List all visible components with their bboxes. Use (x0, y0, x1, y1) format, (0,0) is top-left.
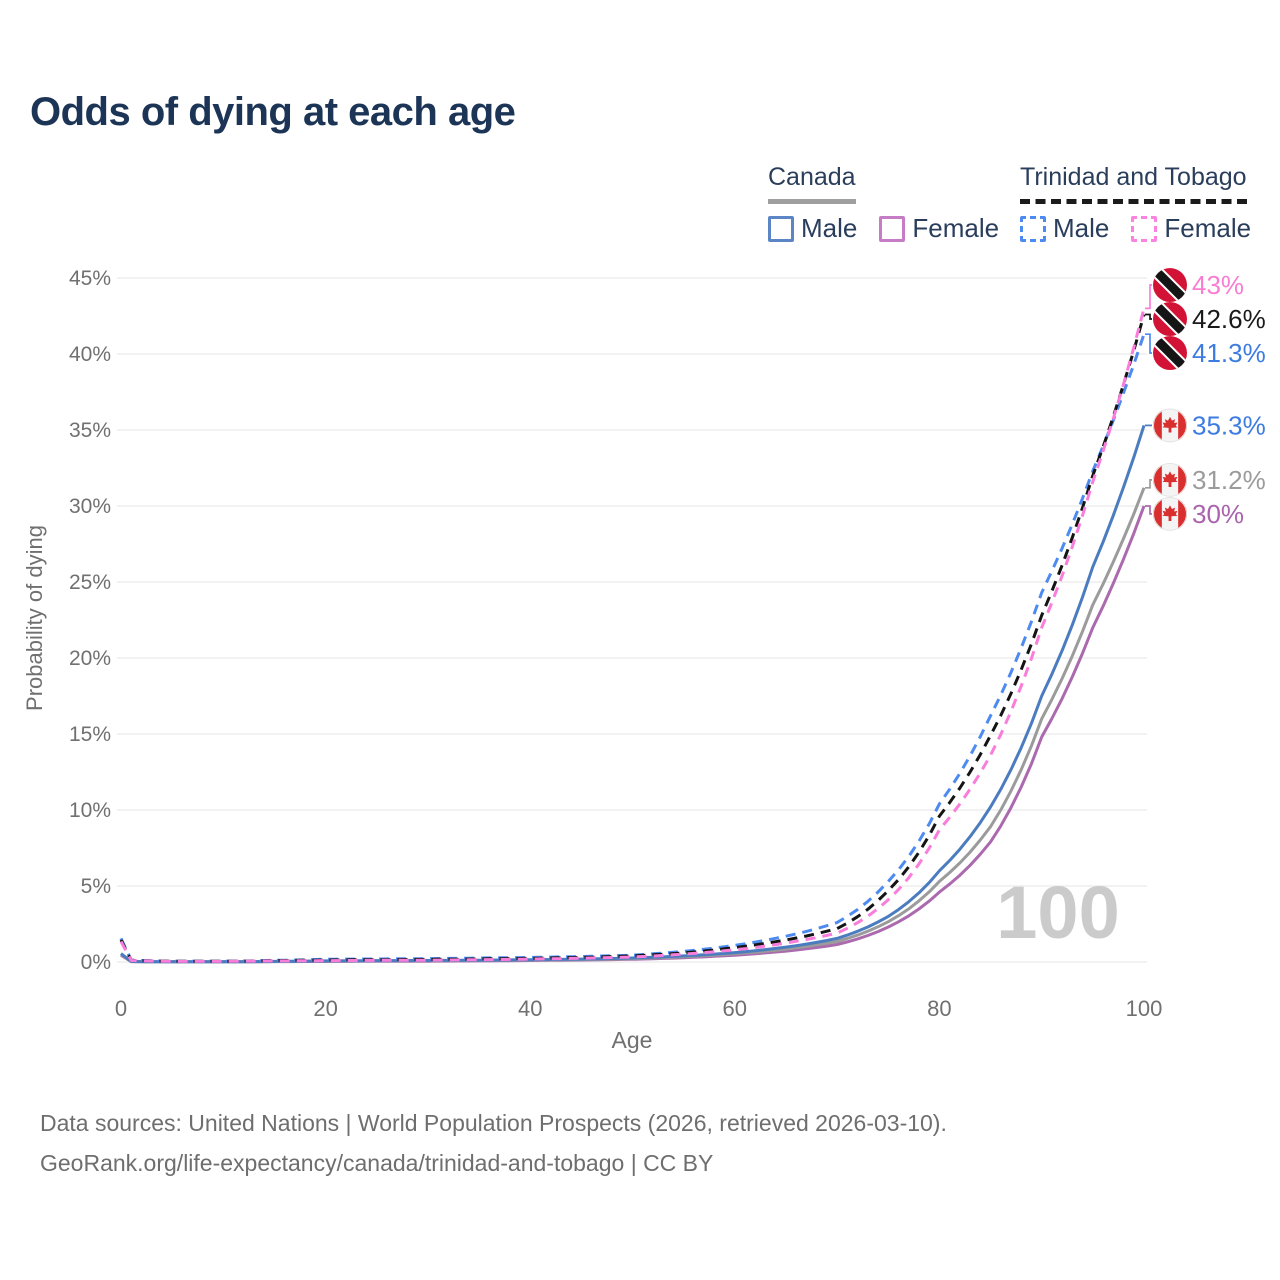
footer-source-line: Data sources: United Nations | World Pop… (40, 1110, 947, 1136)
legend-group-trinidad-and-tobago: Trinidad and Tobago Male Female (1020, 163, 1273, 244)
canada-flag-icon (1153, 462, 1187, 497)
x-tick-label: 100 (1126, 996, 1163, 1021)
y-axis-title: Probability of dying (22, 525, 47, 711)
y-tick-label: 20% (69, 647, 111, 670)
legend-label-tt-male: Male (1053, 213, 1110, 243)
y-tick-label: 25% (69, 571, 111, 594)
y-tick-label: 5% (81, 875, 111, 898)
legend-group-canada: Canada Male Female (768, 163, 1021, 244)
y-tick-label: 40% (69, 343, 111, 366)
legend-swatch-tt-female-icon (1131, 215, 1158, 242)
x-tick-label: 40 (518, 996, 542, 1021)
x-axis-ticks: 0 20 40 60 80 100 (115, 996, 1162, 1021)
legend-header-canada: Canada (768, 163, 856, 204)
trinidad-and-tobago-flag-icon (1153, 268, 1187, 303)
x-axis-title: Age (612, 1027, 653, 1053)
canada-flag-icon (1153, 496, 1187, 531)
end-label-leader-tt-male (1145, 333, 1152, 354)
legend-label-canada-female: Female (912, 213, 1000, 243)
end-label-value-tt-male: 41.3% (1192, 338, 1266, 368)
page-title: Odds of dying at each age (30, 90, 516, 134)
end-label-value-canada-female: 30% (1192, 499, 1244, 529)
series-line-canada-total[interactable] (120, 487, 1146, 964)
y-tick-label: 10% (69, 799, 111, 822)
y-tick-label: 15% (69, 723, 111, 746)
end-labels: 43% 42.6% 41.3% 35 (1145, 268, 1266, 531)
trinidad-and-tobago-flag-icon (1153, 302, 1187, 337)
canada-flag-icon (1153, 408, 1187, 443)
end-label-value-tt-female: 43% (1192, 270, 1244, 300)
legend-swatch-canada-male-icon (768, 215, 794, 242)
legend-header-trinidad-and-tobago: Trinidad and Tobago (1020, 163, 1247, 204)
end-label-leader-canada-total (1145, 479, 1152, 489)
series-lines (119, 308, 1146, 964)
legend-item-tt-male[interactable]: Male (1020, 213, 1109, 244)
watermark-age: 100 (996, 871, 1119, 954)
end-label-value-canada-total: 31.2% (1192, 465, 1266, 495)
series-line-tt-total[interactable] (119, 314, 1146, 963)
gridlines (117, 277, 1147, 963)
series-line-tt-male[interactable] (119, 333, 1146, 963)
x-tick-label: 80 (927, 996, 951, 1021)
y-axis-ticks: 0% 5% 10% 15% 20% 25% 30% 35% 40% 45% (69, 267, 111, 974)
legend-item-canada-male[interactable]: Male (768, 213, 857, 244)
y-tick-label: 35% (69, 419, 111, 442)
series-line-tt-female[interactable] (119, 308, 1146, 963)
end-label-value-tt-total: 42.6% (1192, 304, 1266, 334)
series-line-canada-male[interactable] (120, 424, 1146, 964)
x-tick-label: 0 (115, 996, 127, 1021)
end-label-leader-canada-female (1145, 505, 1152, 515)
y-tick-label: 45% (69, 267, 111, 290)
x-tick-label: 20 (313, 996, 337, 1021)
footer: Data sources: United Nations | World Pop… (40, 1103, 947, 1183)
legend-swatch-canada-female-icon (879, 215, 906, 242)
legend-label-canada-male: Male (801, 213, 858, 243)
end-label-leader-tt-total (1145, 313, 1152, 320)
legend-item-canada-female[interactable]: Female (879, 213, 999, 244)
y-tick-label: 30% (69, 495, 111, 518)
x-tick-label: 60 (723, 996, 747, 1021)
legend-label-tt-female: Female (1164, 213, 1252, 243)
trinidad-and-tobago-flag-icon (1153, 336, 1187, 371)
footer-url-line: GeoRank.org/life-expectancy/canada/trini… (40, 1150, 714, 1176)
legend-item-tt-female[interactable]: Female (1131, 213, 1251, 244)
y-tick-label: 0% (81, 951, 111, 974)
end-label-value-canada-male: 35.3% (1192, 410, 1266, 440)
end-label-leader-tt-female (1145, 284, 1152, 310)
legend-swatch-tt-male-icon (1020, 215, 1046, 242)
